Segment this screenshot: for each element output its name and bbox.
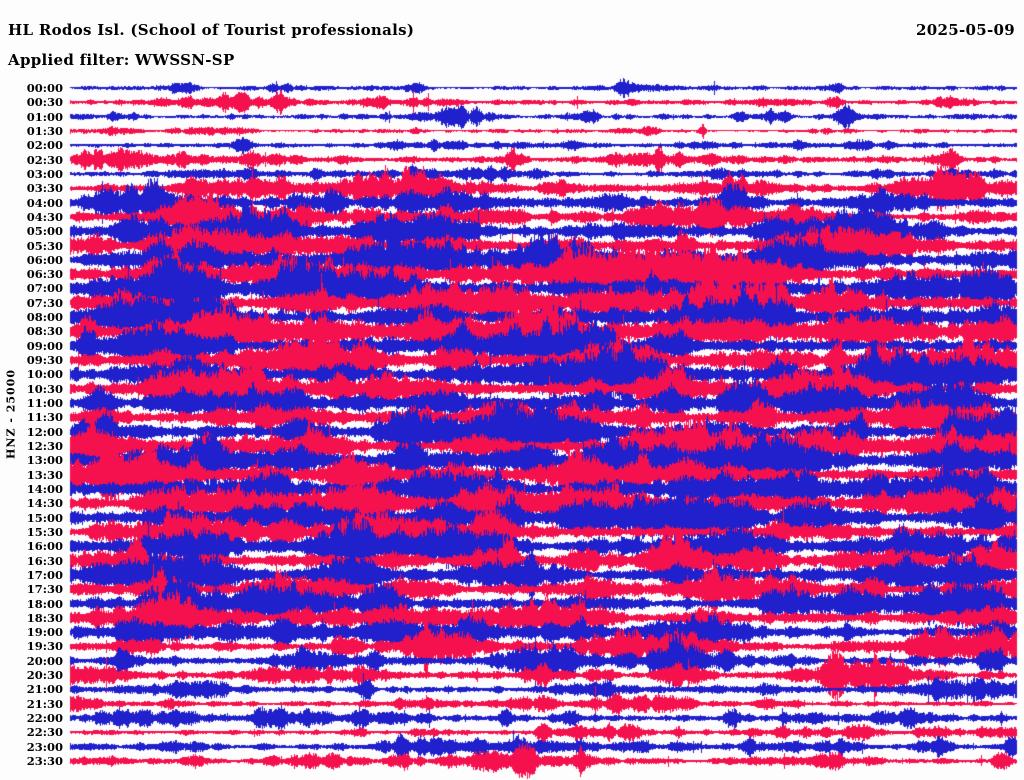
- time-label: 13:30: [26, 468, 63, 482]
- time-label: 04:00: [26, 196, 63, 210]
- time-label: 05:00: [26, 224, 63, 238]
- time-label: 00:30: [26, 95, 63, 109]
- time-label: 20:00: [26, 654, 63, 668]
- plot-date: 2025-05-09: [916, 21, 1015, 39]
- time-label: 06:30: [26, 267, 63, 281]
- time-label: 18:30: [26, 611, 63, 625]
- time-label: 01:00: [26, 110, 63, 124]
- time-label: 15:30: [26, 525, 63, 539]
- time-label: 07:30: [26, 296, 63, 310]
- time-label: 08:30: [26, 324, 63, 338]
- time-label: 06:00: [26, 253, 63, 267]
- time-label: 03:00: [26, 167, 63, 181]
- time-label: 22:30: [26, 725, 63, 739]
- time-label: 01:30: [26, 124, 63, 138]
- time-label: 14:00: [26, 482, 63, 496]
- time-label: 16:30: [26, 554, 63, 568]
- time-label: 02:30: [26, 153, 63, 167]
- time-label: 12:00: [26, 425, 63, 439]
- time-label: 09:30: [26, 353, 63, 367]
- time-label: 17:00: [26, 568, 63, 582]
- time-label: 05:30: [26, 239, 63, 253]
- time-label: 10:30: [26, 382, 63, 396]
- time-label: 20:30: [26, 668, 63, 682]
- time-label: 15:00: [26, 511, 63, 525]
- time-label: 19:30: [26, 639, 63, 653]
- time-label: 14:30: [26, 496, 63, 510]
- time-label: 21:00: [26, 682, 63, 696]
- time-label: 21:30: [26, 697, 63, 711]
- channel-amplitude-label: HNZ - 25000: [4, 369, 18, 459]
- time-label: 10:00: [26, 367, 63, 381]
- time-label: 04:30: [26, 210, 63, 224]
- time-label: 13:00: [26, 453, 63, 467]
- time-label: 22:00: [26, 711, 63, 725]
- time-label: 07:00: [26, 281, 63, 295]
- time-label: 00:00: [26, 81, 63, 95]
- time-label: 19:00: [26, 625, 63, 639]
- applied-filter-label: Applied filter: WWSSN-SP: [8, 51, 235, 69]
- time-label: 16:00: [26, 539, 63, 553]
- time-label: 23:30: [26, 754, 63, 768]
- time-label: 18:00: [26, 597, 63, 611]
- time-label: 02:00: [26, 138, 63, 152]
- time-label: 11:00: [26, 396, 63, 410]
- station-title: HL Rodos Isl. (School of Tourist profess…: [8, 21, 415, 39]
- time-label: 09:00: [26, 339, 63, 353]
- time-label: 23:00: [26, 740, 63, 754]
- time-label: 03:30: [26, 181, 63, 195]
- time-label: 17:30: [26, 582, 63, 596]
- time-label: 08:00: [26, 310, 63, 324]
- time-label: 11:30: [26, 410, 63, 424]
- time-label: 12:30: [26, 439, 63, 453]
